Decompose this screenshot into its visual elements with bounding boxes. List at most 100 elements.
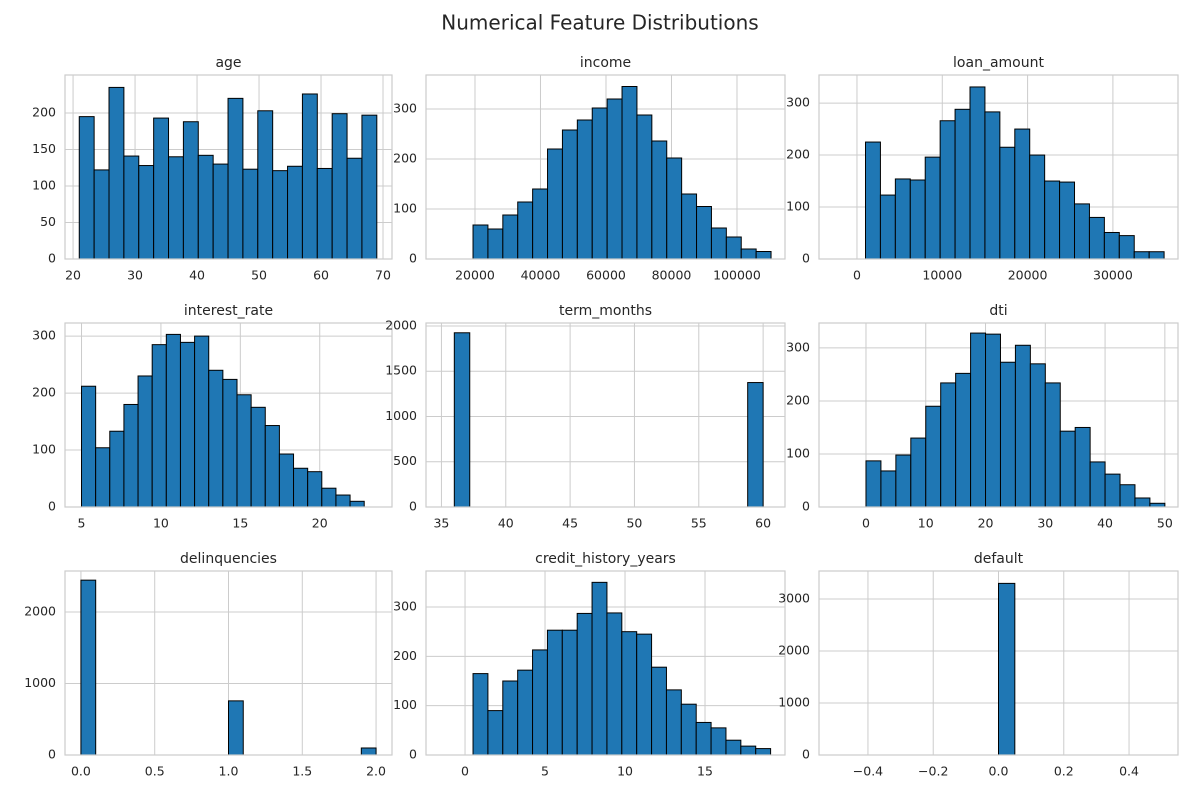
histogram-bar	[227, 97, 244, 260]
y-tick-label: 50	[40, 214, 56, 229]
histogram-bar	[197, 154, 214, 260]
subplot: 20 30 40 50 60 70 0 50 100 150 200 age	[32, 55, 393, 283]
axes-frame	[64, 74, 393, 260]
histogram-bar	[151, 344, 167, 508]
y-tick-label: 100	[786, 445, 810, 460]
y-tick-label: 3000	[778, 590, 810, 605]
histogram-bar	[242, 168, 259, 260]
histogram-bar	[999, 361, 1016, 508]
histogram-bar	[925, 405, 942, 508]
histogram-bar	[1059, 430, 1076, 508]
histogram-bar	[165, 333, 181, 508]
y-tick-label: 0	[802, 747, 810, 762]
histogram-bar	[228, 700, 244, 756]
x-tick-label: 15	[232, 516, 248, 531]
subplot-title: delinquencies	[180, 551, 277, 567]
histogram-bar	[361, 114, 378, 260]
histogram-bar	[517, 669, 534, 756]
x-tick-label: 0	[853, 268, 861, 283]
histogram-bar	[1119, 484, 1136, 508]
y-tick-label: 200	[786, 147, 810, 162]
subplot: −0.4 −0.2 0.0 0.2 0.4 0 1000 2000 3000 default	[778, 551, 1179, 779]
histogram-bar	[346, 157, 363, 260]
subplot-title: interest_rate	[184, 303, 273, 319]
x-tick-label: 60	[313, 268, 329, 283]
histogram-bar	[123, 403, 139, 508]
histogram-bar	[138, 165, 155, 260]
histogram-bar	[1089, 461, 1106, 508]
histogram-bar	[710, 227, 727, 260]
x-tick-label: 60	[755, 516, 771, 531]
axes-frame	[425, 322, 786, 508]
histogram-bar	[651, 140, 668, 260]
histogram-bar	[591, 581, 608, 756]
histogram-bar	[293, 467, 309, 508]
histogram-bar	[212, 163, 229, 260]
y-tick-label: 0	[802, 499, 810, 514]
histogram-bar	[194, 335, 210, 508]
y-tick-label: 0	[48, 499, 56, 514]
histogram-bar	[123, 155, 140, 260]
x-tick-label: −0.2	[918, 764, 948, 779]
x-tick-label: 0.0	[71, 764, 91, 779]
histogram-bar	[1148, 251, 1165, 260]
histogram-bar	[984, 111, 1001, 260]
histogram-bar	[109, 430, 125, 508]
y-tick-label: 100	[32, 442, 56, 457]
x-tick-label: 20	[312, 516, 328, 531]
histogram-bar	[576, 119, 593, 260]
x-tick-label: 30000	[1093, 268, 1133, 283]
y-tick-label: 200	[32, 385, 56, 400]
y-tick-label: 1000	[24, 675, 56, 690]
x-tick-label: 5	[78, 516, 86, 531]
histogram-bar	[182, 121, 199, 260]
x-tick-label: 15	[697, 764, 713, 779]
histogram-bar	[606, 98, 623, 260]
histogram-bar	[1044, 180, 1061, 260]
x-tick-label: 10	[153, 516, 169, 531]
x-tick-label: 40000	[521, 268, 561, 283]
y-tick-label: 150	[32, 141, 56, 156]
histogram-bar	[222, 378, 238, 508]
histogram-bar	[636, 633, 653, 756]
histogram-bar	[999, 146, 1016, 260]
histogram-bar	[910, 437, 927, 508]
y-tick-label: 1500	[385, 363, 417, 378]
histogram-bar	[1014, 344, 1031, 508]
y-tick-label: 0	[48, 251, 56, 266]
y-tick-label: 300	[393, 599, 417, 614]
subplot: 0 10000 20000 30000 0 100 200 300 loan_amount	[786, 55, 1179, 283]
histogram-bar	[208, 369, 224, 508]
subplot-title: default	[974, 551, 1024, 567]
histogram-bar	[665, 689, 682, 756]
histogram-bar	[865, 460, 882, 508]
x-tick-label: 20	[65, 268, 81, 283]
plot-area	[426, 323, 785, 507]
y-tick-label: 2000	[385, 317, 417, 332]
histogram-bar	[1074, 426, 1091, 508]
histogram-bar	[1029, 154, 1046, 260]
histogram-bar	[360, 747, 377, 756]
histogram-bar	[755, 251, 772, 260]
histogram-bar	[740, 248, 757, 260]
x-tick-label: 50	[1157, 516, 1173, 531]
axes-frame	[64, 322, 393, 508]
axes-frame	[818, 322, 1179, 508]
histogram-bar	[264, 425, 280, 508]
histogram-bar	[747, 382, 764, 508]
y-tick-label: 0	[409, 499, 417, 514]
x-tick-label: 40	[498, 516, 514, 531]
histogram-bar	[236, 394, 252, 508]
x-tick-label: 20000	[1008, 268, 1048, 283]
histogram-bar	[1029, 363, 1046, 508]
axes-frame	[818, 570, 1179, 756]
histogram-bar	[970, 332, 987, 508]
y-tick-label: 300	[786, 339, 810, 354]
x-tick-label: 1.0	[219, 764, 239, 779]
x-tick-label: 50	[626, 516, 642, 531]
histogram-bar	[939, 120, 956, 260]
histogram-bar	[278, 453, 295, 508]
y-tick-label: 300	[393, 101, 417, 116]
